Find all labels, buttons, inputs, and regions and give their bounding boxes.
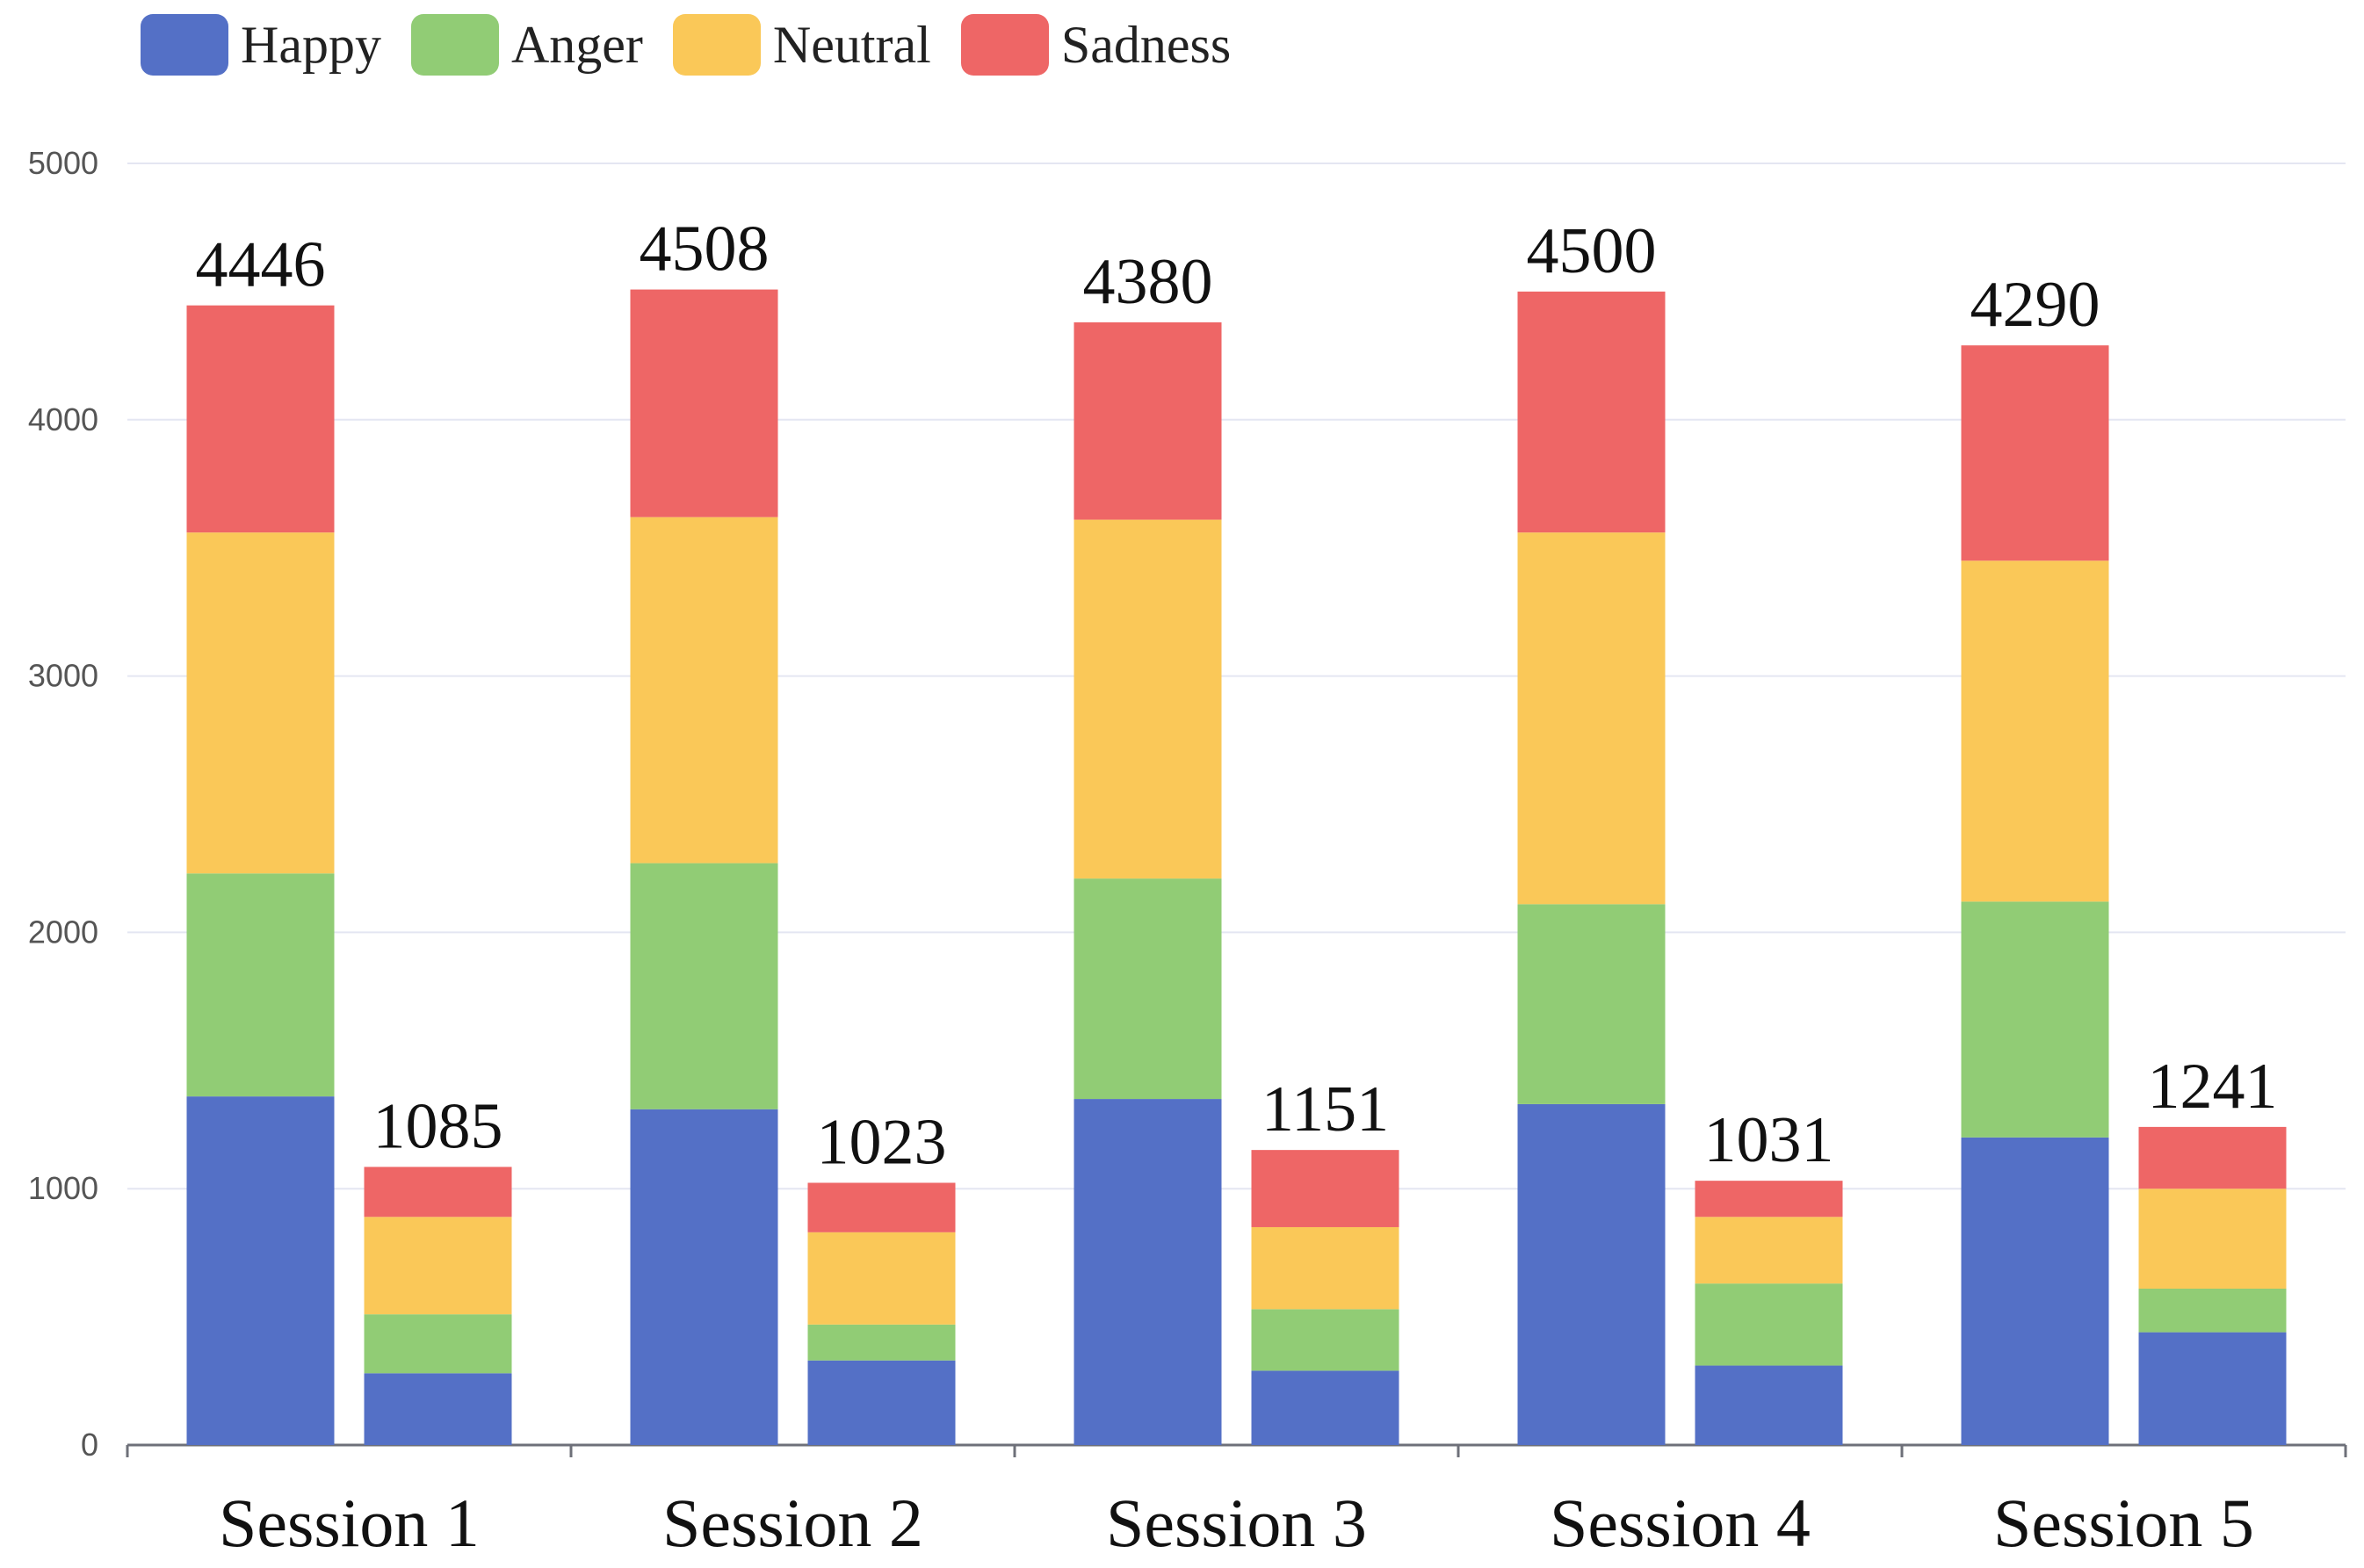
bar-segment-happy[interactable] <box>630 1109 778 1445</box>
legend-item-neutral[interactable]: Neutral <box>672 14 931 76</box>
bar-segment-sadness[interactable] <box>186 305 335 533</box>
bar-segment-sadness[interactable] <box>1517 291 1666 533</box>
bar-segment-anger[interactable] <box>1251 1309 1399 1371</box>
legend: Happy Anger Neutral Sadness <box>141 14 1261 76</box>
bar-segment-neutral[interactable] <box>1251 1226 1399 1310</box>
bar-segment-anger[interactable] <box>807 1324 956 1361</box>
bar-segment-sadness[interactable] <box>1251 1150 1399 1227</box>
bar-segment-happy[interactable] <box>1961 1137 2109 1445</box>
bar-segment-neutral[interactable] <box>1961 560 2109 902</box>
bar-segment-sadness[interactable] <box>1961 345 2109 561</box>
bar-segment-happy[interactable] <box>2138 1332 2287 1445</box>
y-tick-label: 4000 <box>28 401 98 437</box>
legend-item-sadness[interactable]: Sadness <box>960 14 1232 76</box>
bar-total-label: 1023 <box>817 1106 947 1178</box>
legend-label-happy: Happy <box>241 15 381 74</box>
bar-segment-neutral[interactable] <box>807 1232 956 1325</box>
bar-segment-sadness[interactable] <box>1074 322 1222 520</box>
bar-segment-anger[interactable] <box>1695 1283 1843 1366</box>
bar-total-label: 4380 <box>1083 246 1213 318</box>
bar-segment-happy[interactable] <box>364 1373 512 1445</box>
bar-segment-anger[interactable] <box>1517 904 1666 1104</box>
bar-segment-neutral[interactable] <box>364 1217 512 1315</box>
bar-segment-anger[interactable] <box>186 873 335 1097</box>
bar-segment-sadness[interactable] <box>630 289 778 517</box>
bar-segment-anger[interactable] <box>630 863 778 1109</box>
bar-segment-neutral[interactable] <box>1695 1217 1843 1284</box>
bar-total-label: 1085 <box>373 1090 503 1162</box>
legend-item-happy[interactable]: Happy <box>141 14 381 76</box>
bar-segment-happy[interactable] <box>186 1096 335 1445</box>
x-tick-label: Session 4 <box>1550 1485 1811 1561</box>
bar-total-label: 4500 <box>1527 215 1657 287</box>
x-tick-label: Session 3 <box>1106 1485 1367 1561</box>
bar-total-label: 4290 <box>1970 269 2100 341</box>
bar-segment-neutral[interactable] <box>2138 1189 2287 1290</box>
bar-segment-anger[interactable] <box>364 1314 512 1374</box>
x-tick-label: Session 1 <box>219 1485 480 1561</box>
bar-segment-neutral[interactable] <box>1074 519 1222 879</box>
bar-segment-happy[interactable] <box>1695 1365 1843 1445</box>
y-tick-label: 5000 <box>28 145 98 181</box>
legend-label-anger: Anger <box>510 15 643 74</box>
legend-label-sadness: Sadness <box>1060 15 1232 74</box>
bar-segment-sadness[interactable] <box>1695 1181 1843 1218</box>
bar-segment-happy[interactable] <box>807 1360 956 1445</box>
bar-segment-neutral[interactable] <box>630 517 778 863</box>
y-tick-label: 1000 <box>28 1170 98 1206</box>
y-tick-label: 2000 <box>28 914 98 950</box>
bar-segment-neutral[interactable] <box>1517 532 1666 905</box>
legend-swatch-sadness <box>960 14 1049 76</box>
x-tick-label: Session 5 <box>1993 1485 2254 1561</box>
bar-segment-sadness[interactable] <box>807 1182 956 1232</box>
legend-swatch-anger <box>410 14 499 76</box>
bar-segment-sadness[interactable] <box>2138 1126 2287 1189</box>
bar-segment-anger[interactable] <box>2138 1289 2287 1333</box>
legend-swatch-neutral <box>672 14 761 76</box>
y-tick-label: 3000 <box>28 658 98 694</box>
bar-total-label: 1031 <box>1704 1104 1834 1176</box>
bar-segment-happy[interactable] <box>1074 1099 1222 1445</box>
y-tick-label: 0 <box>81 1427 98 1463</box>
legend-label-neutral: Neutral <box>772 15 931 74</box>
bar-total-label: 4446 <box>196 229 326 301</box>
bar-segment-sadness[interactable] <box>364 1167 512 1218</box>
x-tick-label: Session 2 <box>662 1485 923 1561</box>
bar-total-label: 1241 <box>2148 1051 2278 1123</box>
bar-segment-happy[interactable] <box>1517 1103 1666 1445</box>
legend-item-anger[interactable]: Anger <box>410 14 643 76</box>
bar-segment-anger[interactable] <box>1074 878 1222 1100</box>
bar-total-label: 1151 <box>1262 1073 1389 1145</box>
legend-swatch-happy <box>141 14 228 76</box>
bar-segment-happy[interactable] <box>1251 1370 1399 1445</box>
bar-total-label: 4508 <box>640 213 770 285</box>
bar-segment-neutral[interactable] <box>186 532 335 874</box>
bar-segment-anger[interactable] <box>1961 901 2109 1138</box>
